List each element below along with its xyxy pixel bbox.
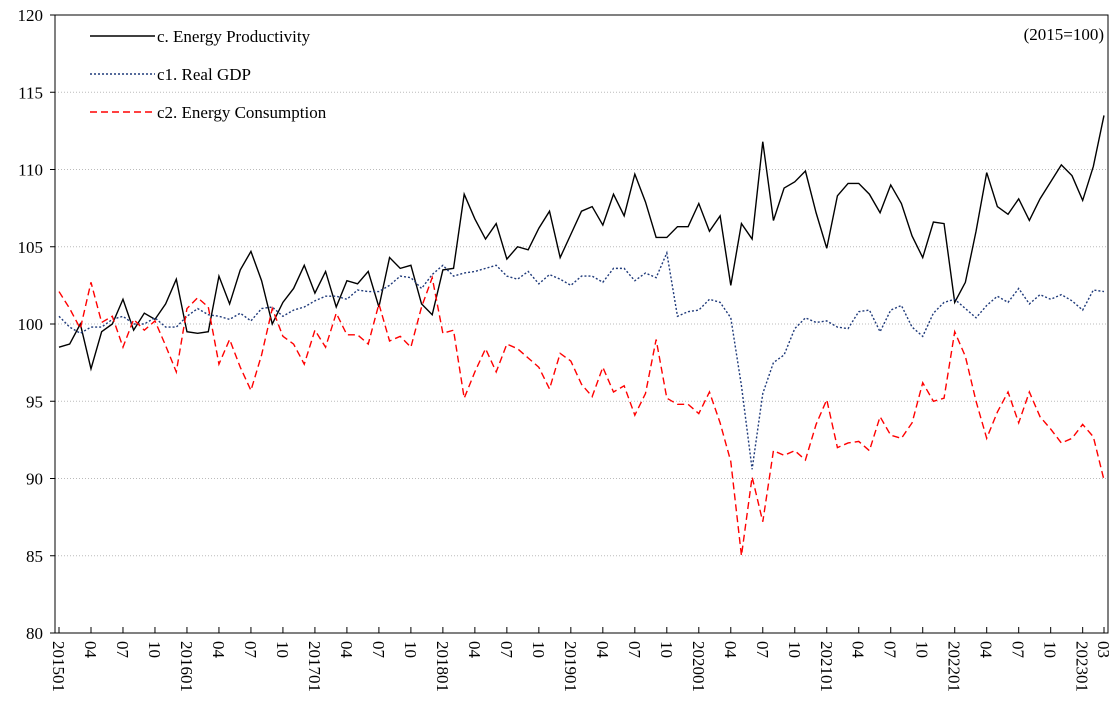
x-tick-label: 04 [81, 641, 100, 659]
x-tick-label: 10 [657, 641, 676, 658]
x-tick-label: 07 [1009, 641, 1028, 659]
series-line [58, 250, 1105, 470]
x-tick-label: 07 [241, 641, 260, 659]
x-tick-label: 07 [625, 641, 644, 659]
x-tick-label: 201901 [561, 641, 580, 692]
x-tick-label: 202301 [1073, 641, 1092, 692]
x-tick-label: 07 [881, 641, 900, 659]
annotation: (2015=100) [1024, 25, 1104, 44]
x-tick-label: 04 [209, 641, 228, 659]
y-tick-label: 110 [18, 161, 43, 180]
legend-label: c1. Real GDP [157, 65, 251, 84]
x-tick-label: 10 [785, 641, 804, 658]
legend-label: c2. Energy Consumption [157, 103, 327, 122]
x-tick-label: 201501 [49, 641, 68, 692]
series-line [58, 275, 1105, 556]
x-tick-label: 07 [113, 641, 132, 659]
legend-label: c. Energy Productivity [157, 27, 311, 46]
series-line [58, 115, 1105, 372]
x-tick-label: 10 [913, 641, 932, 658]
x-tick-label: 07 [369, 641, 388, 659]
x-tick-label: 10 [401, 641, 420, 658]
x-tick-label: 07 [753, 641, 772, 659]
y-tick-label: 105 [18, 238, 44, 257]
y-tick-label: 120 [18, 6, 44, 25]
x-tick-label: 07 [497, 641, 516, 659]
x-tick-label: 04 [849, 641, 868, 659]
x-tick-label: 04 [977, 641, 996, 659]
x-tick-label: 10 [529, 641, 548, 658]
x-tick-label: 202001 [689, 641, 708, 692]
x-tick-label: 04 [593, 641, 612, 659]
y-tick-label: 95 [26, 392, 43, 411]
x-tick-label: 201801 [433, 641, 452, 692]
y-tick-label: 85 [26, 547, 43, 566]
y-tick-label: 80 [26, 624, 43, 643]
x-tick-label: 10 [145, 641, 164, 658]
x-tick-label: 202201 [945, 641, 964, 692]
x-tick-label: 04 [721, 641, 740, 659]
x-tick-label: 201701 [305, 641, 324, 692]
x-tick-label: 201601 [177, 641, 196, 692]
y-tick-label: 100 [18, 315, 44, 334]
plot-frame [54, 14, 1109, 634]
x-tick-label: 03 [1094, 641, 1113, 658]
x-tick-label: 202101 [817, 641, 836, 692]
x-tick-label: 10 [1041, 641, 1060, 658]
x-tick-label: 10 [273, 641, 292, 658]
y-tick-label: 90 [26, 470, 43, 489]
x-tick-label: 04 [465, 641, 484, 659]
x-tick-label: 04 [337, 641, 356, 659]
y-tick-label: 115 [18, 83, 43, 102]
